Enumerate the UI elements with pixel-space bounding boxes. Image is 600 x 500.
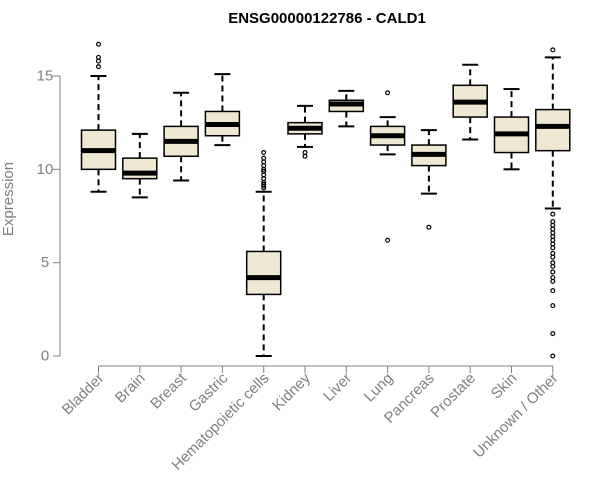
outlier-point (95, 41, 101, 47)
x-tick-label: Brain (112, 370, 149, 407)
outlier-point (550, 260, 556, 266)
outlier-point (550, 47, 556, 53)
outlier-point (550, 353, 556, 359)
box-bladder (80, 41, 117, 193)
outlier-point (550, 219, 556, 225)
y-tick-label: 5 (41, 254, 49, 271)
outlier-point (261, 181, 267, 187)
outlier-point (261, 155, 267, 161)
outlier-point (550, 250, 556, 256)
y-axis-label: Expression (0, 162, 17, 236)
box-gastric (204, 73, 241, 147)
box-lung (369, 90, 406, 243)
x-tick-label: Breast (147, 369, 190, 412)
box-iqr (535, 108, 571, 152)
box-liver (328, 89, 365, 128)
outlier-point (95, 54, 101, 60)
outlier-point (261, 150, 267, 156)
outlier-point (550, 288, 556, 294)
y-tick-label: 15 (37, 68, 54, 85)
outlier-point (550, 331, 556, 337)
outlier-point (302, 150, 308, 156)
outlier-point (550, 211, 556, 217)
outlier-point (550, 275, 556, 281)
box-prostate (452, 63, 488, 141)
outlier-point (385, 237, 391, 243)
outlier-point (95, 64, 101, 70)
x-tick-label: Lung (361, 370, 397, 406)
y-tick-label: 10 (37, 161, 54, 178)
box-iqr (245, 250, 282, 296)
outlier-point (261, 168, 267, 174)
box-unknown-other (535, 47, 571, 359)
box-breast (163, 91, 199, 182)
box-brain (122, 132, 158, 199)
box-pancreas (411, 129, 447, 230)
outlier-point (426, 224, 432, 230)
x-tick-label: Kidney (269, 369, 314, 414)
x-tick-label: Liver (320, 370, 355, 405)
outlier-point (550, 269, 556, 275)
outlier-point (385, 90, 391, 96)
box-iqr (122, 157, 158, 180)
x-tick-label: Bladder (59, 370, 108, 419)
box-skin (493, 88, 530, 171)
outlier-point (550, 303, 556, 309)
y-axis: 0 5 10 15 (37, 68, 61, 365)
chart-title: ENSG00000122786 - CALD1 (228, 10, 426, 27)
box-group (80, 41, 571, 359)
x-tick-label: Prostate (427, 370, 479, 422)
y-tick-label: 0 (41, 348, 49, 365)
box-kidney (287, 104, 323, 159)
x-tick-label: Skin (488, 370, 521, 403)
box-hematopoietic-cells (245, 150, 282, 357)
